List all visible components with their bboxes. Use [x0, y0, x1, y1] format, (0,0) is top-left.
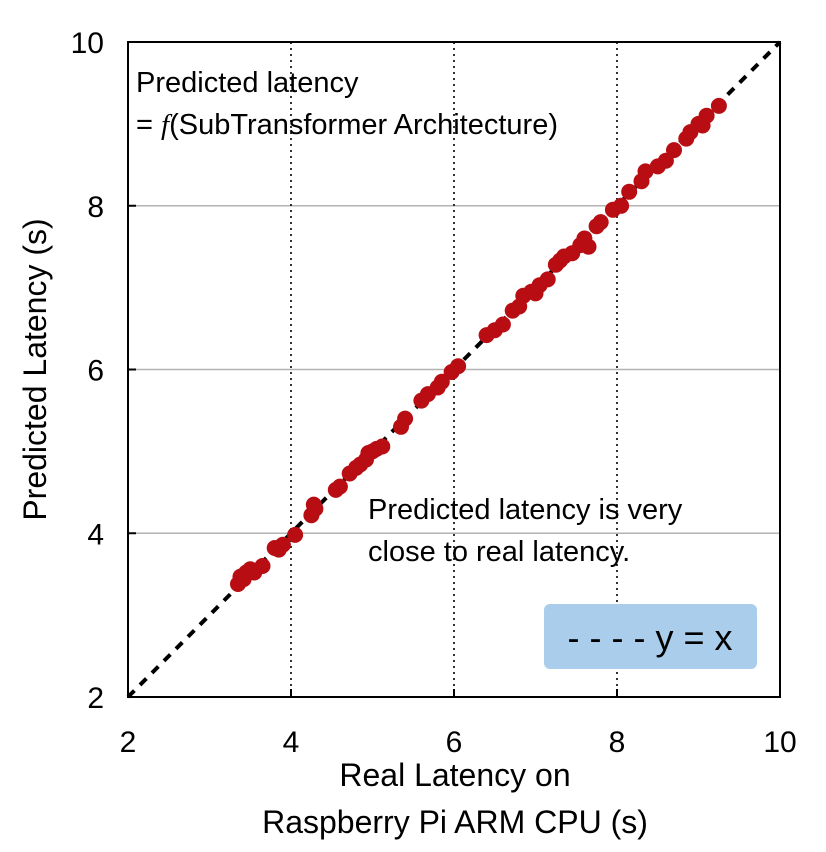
data-point-29 — [433, 373, 450, 390]
data-point-25 — [397, 410, 414, 427]
data-point-23 — [374, 438, 391, 455]
data-point-55 — [637, 163, 654, 180]
y-tick-label-6: 6 — [87, 355, 104, 388]
annotation-equals: = — [136, 109, 161, 141]
annotation-function-argument: (SubTransformer Architecture) — [169, 109, 558, 141]
annotation-top-line-1: Predicted latency — [136, 67, 359, 99]
axis-ticks: 2 4 6 8 10 2 4 6 8 10 — [71, 27, 797, 759]
data-point-48 — [580, 238, 597, 255]
data-point-64 — [710, 97, 727, 114]
data-point-31 — [450, 358, 467, 375]
data-point-53 — [621, 183, 638, 200]
x-tick-label-6: 6 — [446, 726, 463, 759]
annotation-mid-line-1: Predicted latency is very — [368, 494, 683, 526]
annotation-mid-line-2: close to real latency. — [368, 536, 630, 568]
y-axis-title: Predicted Latency (s) — [17, 218, 53, 520]
y-tick-label-8: 8 — [87, 191, 104, 224]
data-point-34 — [494, 316, 511, 333]
data-point-10 — [287, 526, 304, 543]
data-point-41 — [539, 271, 556, 288]
data-point-50 — [592, 214, 609, 231]
data-point-15 — [331, 478, 348, 495]
gridlines — [128, 42, 780, 697]
x-tick-label-10: 10 — [763, 726, 796, 759]
legend-label: - - - - y = x — [568, 617, 733, 658]
data-points — [230, 97, 727, 592]
y-tick-label-2: 2 — [87, 682, 104, 715]
data-point-52 — [613, 197, 630, 214]
x-axis-title-line-1: Real Latency on — [339, 757, 570, 793]
y-tick-label-10: 10 — [71, 27, 104, 60]
data-point-13 — [307, 500, 324, 517]
annotation-top-line-2: = f(SubTransformer Architecture) — [136, 109, 558, 141]
legend-box — [544, 604, 757, 669]
data-point-9 — [274, 536, 291, 553]
x-axis-title-line-2: Raspberry Pi ARM CPU (s) — [262, 804, 648, 840]
x-tick-label-4: 4 — [283, 726, 300, 759]
y-tick-label-4: 4 — [87, 518, 104, 551]
data-point-6 — [254, 558, 271, 574]
x-tick-label-2: 2 — [120, 726, 137, 759]
x-tick-label-8: 8 — [609, 726, 626, 759]
legend: - - - - y = x — [544, 604, 757, 669]
data-point-63 — [698, 107, 715, 124]
data-point-58 — [666, 142, 682, 159]
